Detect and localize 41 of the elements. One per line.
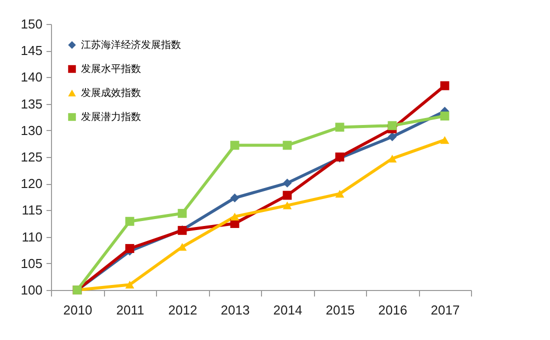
y-tick-label: 100: [20, 282, 42, 298]
point: [388, 121, 397, 130]
y-tick-label: 110: [22, 229, 42, 244]
point: [230, 193, 240, 202]
point: [335, 122, 344, 132]
legend-label: 发展水平指数: [81, 63, 141, 75]
point: [335, 190, 344, 198]
x-tick-label: 2010: [63, 302, 92, 318]
y-tick-label: 150: [20, 16, 42, 32]
point: [282, 202, 292, 210]
x-tick-label: 2016: [378, 302, 408, 318]
point: [230, 212, 240, 220]
x-tick-label: 2017: [430, 302, 460, 318]
point: [230, 140, 240, 150]
point: [440, 136, 450, 144]
y-tick-label: 145: [20, 43, 42, 58]
x-tick-label: 2011: [116, 302, 144, 318]
point: [388, 132, 397, 142]
point: [282, 140, 292, 150]
y-tick-label: 140: [20, 70, 42, 85]
point: [125, 244, 134, 253]
point: [440, 112, 450, 121]
y-tick-label: 105: [20, 256, 42, 271]
x-tick-label: 2014: [273, 302, 302, 318]
point: [282, 178, 292, 188]
x-tick-label: 2015: [326, 302, 355, 318]
point: [440, 81, 450, 90]
legend-label: 发展潜力指数: [81, 111, 141, 123]
point: [125, 216, 134, 226]
legend-label: 发展成效指数: [81, 87, 141, 99]
legend-label: 江苏海洋经济发展指数: [81, 39, 181, 51]
y-tick-label: 115: [22, 202, 42, 218]
point: [178, 208, 187, 218]
y-tick-label: 120: [20, 176, 42, 192]
x-tick-label: 2013: [220, 302, 250, 318]
y-tick-label: 135: [20, 96, 42, 112]
point: [282, 190, 292, 200]
y-tick-label: 130: [20, 122, 42, 138]
point: [125, 280, 134, 289]
x-tick-label: 2012: [168, 302, 198, 318]
y-tick-label: 125: [20, 150, 42, 164]
